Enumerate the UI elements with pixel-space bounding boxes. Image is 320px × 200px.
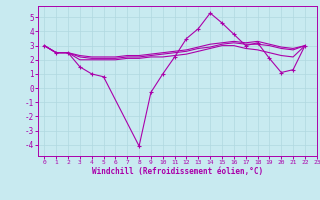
X-axis label: Windchill (Refroidissement éolien,°C): Windchill (Refroidissement éolien,°C) (92, 167, 263, 176)
